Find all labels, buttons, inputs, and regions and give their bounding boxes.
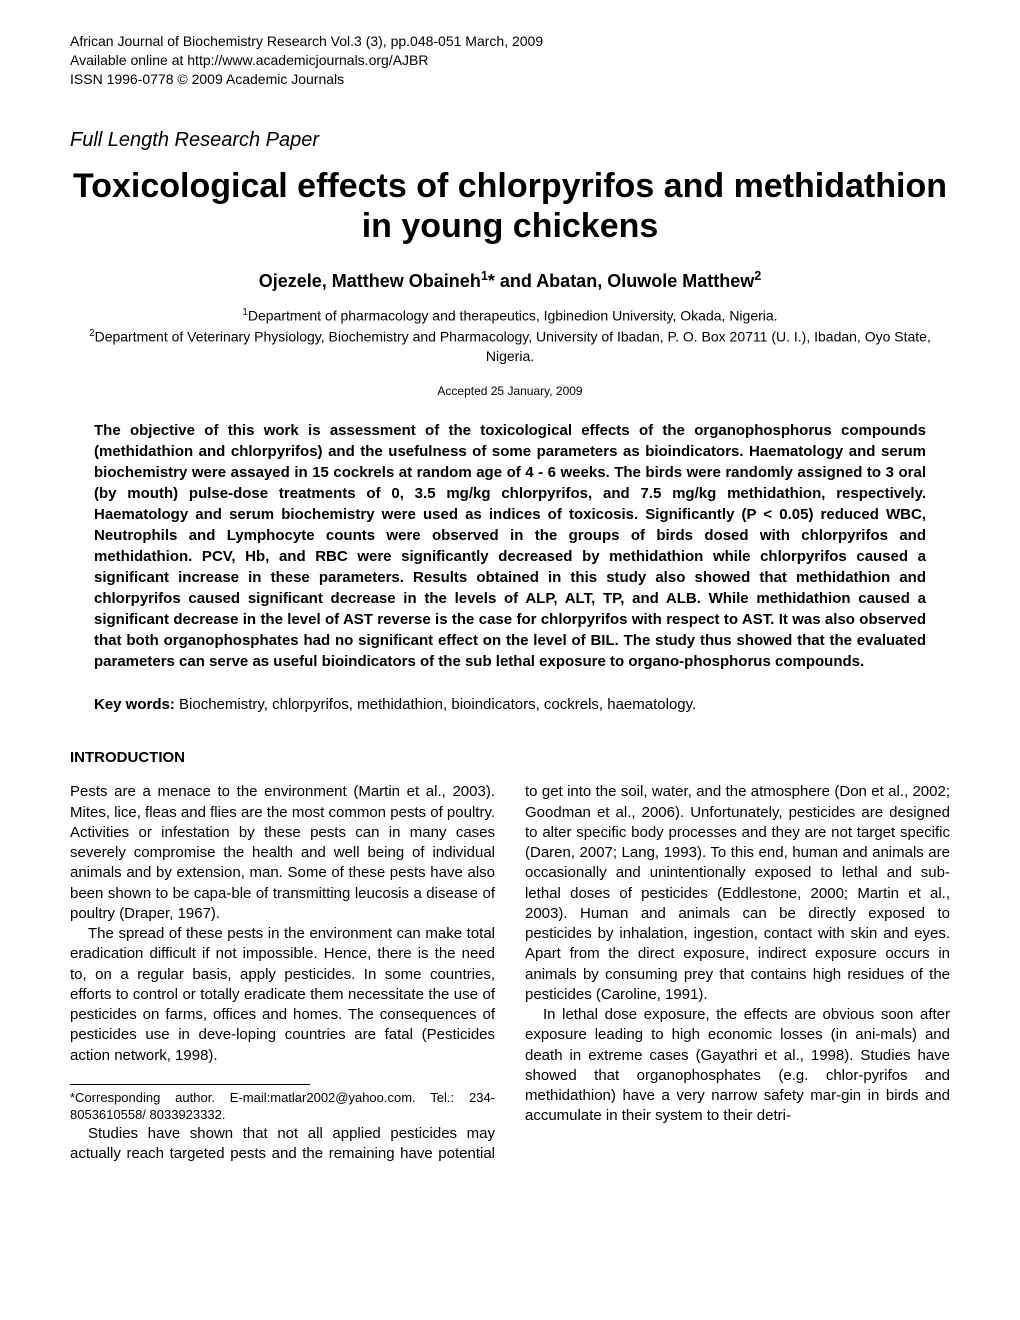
affiliation-2-text: Department of Veterinary Physiology, Bio… <box>95 328 931 364</box>
keywords-text: Biochemistry, chlorpyrifos, methidathion… <box>175 696 696 713</box>
accepted-date: Accepted 25 January, 2009 <box>70 384 950 398</box>
authors-conjunction: and <box>495 271 536 291</box>
affiliations-block: 1Department of pharmacology and therapeu… <box>70 306 950 366</box>
body-paragraph-4: In lethal dose exposure, the effects are… <box>525 1005 950 1127</box>
journal-line-2: Available online at http://www.academicj… <box>70 51 950 70</box>
page: African Journal of Biochemistry Research… <box>0 0 1020 1320</box>
author-1-name: Ojezele, Matthew Obaineh <box>259 271 481 291</box>
paper-type: Full Length Research Paper <box>70 129 950 152</box>
journal-line-3: ISSN 1996-0778 © 2009 Academic Journals <box>70 70 950 89</box>
keywords-label: Key words: <box>94 696 175 713</box>
journal-line-1: African Journal of Biochemistry Research… <box>70 32 950 51</box>
author-2-sup: 2 <box>754 269 761 283</box>
affiliation-1: 1Department of pharmacology and therapeu… <box>70 306 950 326</box>
affiliation-1-text: Department of pharmacology and therapeut… <box>248 308 778 324</box>
affiliation-2: 2Department of Veterinary Physiology, Bi… <box>70 327 950 367</box>
body-paragraph-1: Pests are a menace to the environment (M… <box>70 782 495 924</box>
authors-line: Ojezele, Matthew Obaineh1* and Abatan, O… <box>70 269 950 292</box>
corresponding-author-footnote: *Corresponding author. E-mail:matlar2002… <box>70 1089 495 1124</box>
abstract-text: The objective of this work is assessment… <box>94 420 926 672</box>
section-heading-introduction: INTRODUCTION <box>70 749 950 766</box>
journal-info-block: African Journal of Biochemistry Research… <box>70 32 950 89</box>
author-1-sup: 1 <box>481 269 488 283</box>
paper-title: Toxicological effects of chlorpyrifos an… <box>70 166 950 248</box>
author-2-name: Abatan, Oluwole Matthew <box>536 271 754 291</box>
body-paragraph-2: The spread of these pests in the environ… <box>70 924 495 1066</box>
body-columns: Pests are a menace to the environment (M… <box>70 782 950 1164</box>
keywords-line: Key words: Biochemistry, chlorpyrifos, m… <box>94 696 926 713</box>
footnote-separator <box>70 1084 310 1085</box>
author-1-star: * <box>488 271 495 291</box>
